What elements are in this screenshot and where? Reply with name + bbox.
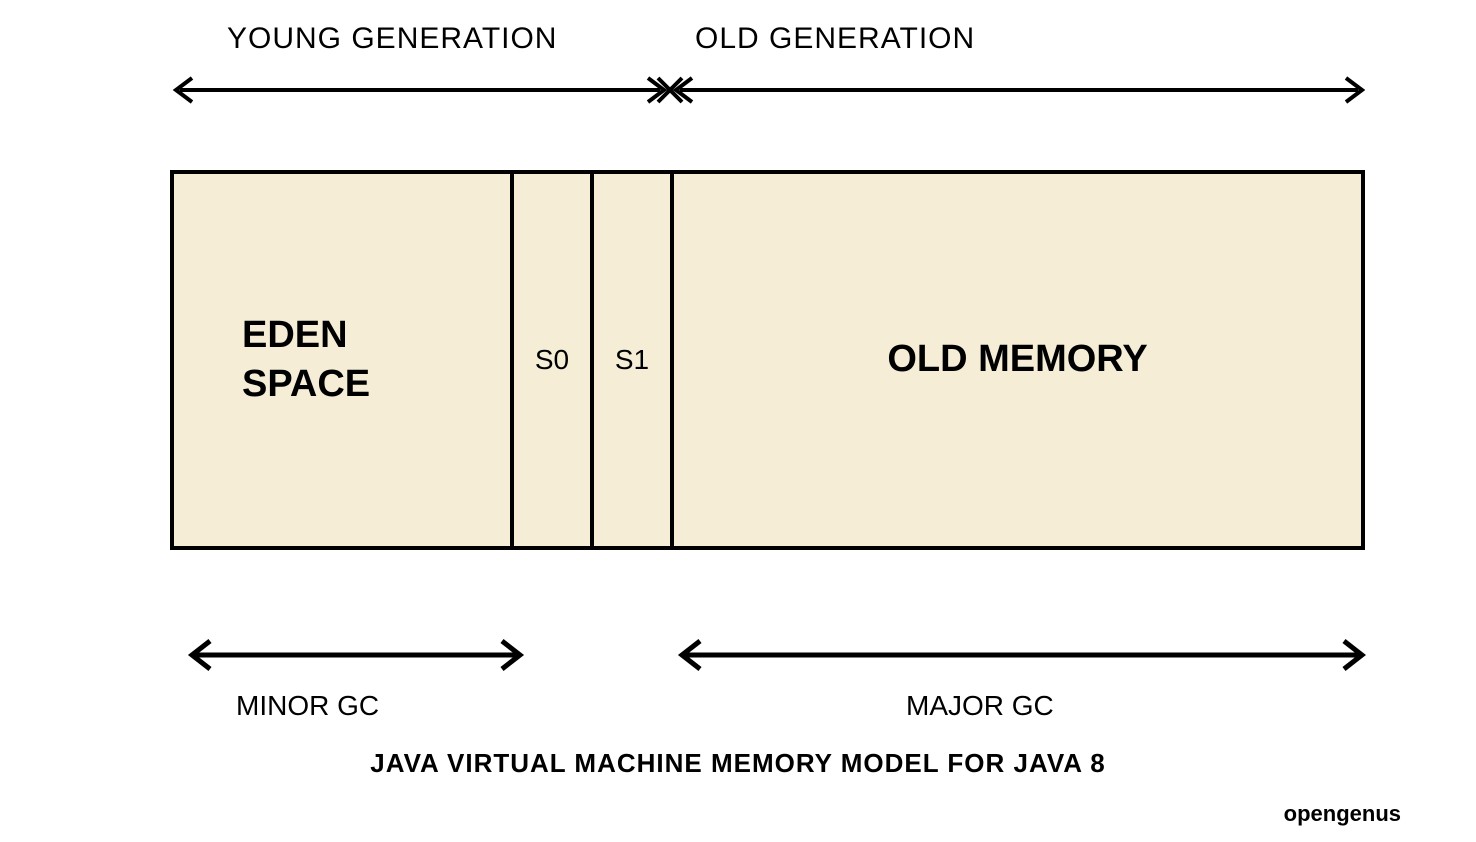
bottom-arrows-svg bbox=[186, 635, 1366, 675]
jvm-memory-diagram: YOUNG GENERATION OLD GENERATION EDENSPAC… bbox=[0, 0, 1476, 842]
bottom-arrows-row bbox=[186, 635, 1366, 675]
memory-blocks-container: EDENSPACE S0 S1 OLD MEMORY bbox=[170, 170, 1365, 550]
top-arrows-svg bbox=[170, 70, 1365, 110]
eden-memory-block: EDENSPACE bbox=[174, 174, 514, 546]
eden-block-label: EDENSPACE bbox=[242, 311, 370, 410]
top-arrow-row bbox=[170, 70, 1365, 110]
opengenus-watermark: opengenus bbox=[1284, 801, 1401, 827]
minor-gc-label: MINOR GC bbox=[236, 690, 379, 722]
s1-memory-block: S1 bbox=[594, 174, 674, 546]
old-block-label: OLD MEMORY bbox=[887, 335, 1147, 384]
old-generation-label: OLD GENERATION bbox=[665, 22, 1365, 56]
diagram-caption: JAVA VIRTUAL MACHINE MEMORY MODEL FOR JA… bbox=[0, 748, 1476, 779]
s0-memory-block: S0 bbox=[514, 174, 594, 546]
s0-block-label: S0 bbox=[535, 342, 569, 378]
major-gc-label: MAJOR GC bbox=[906, 690, 1054, 722]
young-generation-label: YOUNG GENERATION bbox=[185, 22, 665, 56]
old-memory-block: OLD MEMORY bbox=[674, 174, 1361, 546]
top-generation-labels: YOUNG GENERATION OLD GENERATION bbox=[185, 22, 1365, 56]
s1-block-label: S1 bbox=[615, 342, 649, 378]
